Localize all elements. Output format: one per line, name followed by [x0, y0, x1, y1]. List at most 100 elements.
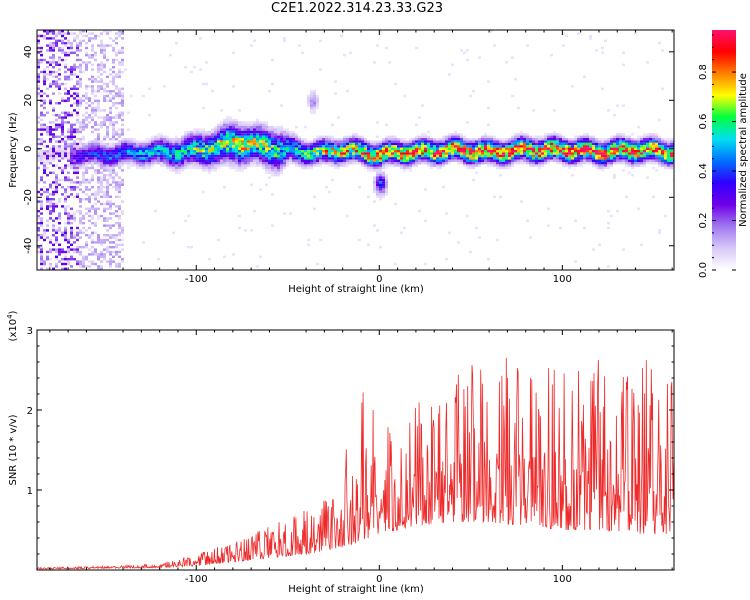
- spectrogram-cell: [121, 210, 124, 213]
- spectrogram-cell: [256, 154, 259, 158]
- spectrogram-cell: [472, 147, 475, 150]
- spectrogram-cell: [190, 159, 193, 162]
- spectrogram-cell: [100, 147, 103, 150]
- spectrogram-cell: [85, 171, 88, 174]
- spectrogram-cell: [178, 152, 181, 155]
- spectrogram-cell: [97, 253, 100, 256]
- spectrogram-cell: [283, 128, 286, 131]
- spectrogram-cell: [418, 162, 421, 165]
- spectrogram-cell: [253, 152, 256, 155]
- spectrogram-cell: [109, 106, 112, 110]
- spectrogram-cell: [313, 97, 316, 100]
- spectrogram-cell: [172, 138, 175, 141]
- spectrogram-cell: [385, 183, 388, 186]
- spectrogram-cell: [73, 85, 76, 88]
- spectrogram-cell: [106, 188, 109, 191]
- spectrogram-cell: [88, 39, 91, 42]
- spectrogram-cell: [496, 142, 499, 146]
- spectrogram-cell: [388, 157, 391, 160]
- spectrogram-cell: [388, 142, 391, 146]
- spectrogram-cell: [109, 236, 112, 239]
- spectrogram-cell: [46, 250, 49, 254]
- spectrogram-cell: [205, 157, 208, 160]
- spectrogram-cell: [73, 63, 76, 66]
- spectrogram-cell: [241, 169, 244, 172]
- spectrogram-cell: [145, 138, 148, 141]
- spectrogram-cell: [40, 205, 43, 208]
- spectrogram-cell: [484, 140, 487, 143]
- spectrogram-cell: [583, 152, 586, 155]
- spectrogram-cell: [178, 145, 181, 148]
- spectrogram-cell: [445, 212, 448, 215]
- spectrogram-cell: [592, 157, 595, 160]
- spectrogram-cell: [268, 157, 271, 160]
- spectrogram-cell: [256, 162, 259, 165]
- spectrogram-cell: [121, 147, 124, 150]
- spectrogram-cell: [547, 207, 550, 210]
- spectrogram-cell: [412, 138, 415, 141]
- spectrogram-cell: [559, 147, 562, 150]
- spectrogram-cell: [88, 253, 91, 256]
- spectrogram-cell: [415, 145, 418, 148]
- spectrogram-cell: [523, 154, 526, 158]
- spectrogram-cell: [376, 147, 379, 150]
- spectrogram-cell: [58, 73, 61, 76]
- spectrogram-cell: [562, 140, 565, 143]
- spectrogram-cell: [325, 147, 328, 150]
- spectrogram-cell: [232, 133, 235, 136]
- spectrogram-cell: [52, 58, 55, 62]
- spectrogram-cell: [250, 157, 253, 160]
- spectrogram-cell: [457, 154, 460, 158]
- spectrogram-cell: [268, 138, 271, 141]
- spectrogram-cell: [499, 140, 502, 143]
- spectrogram-cell: [604, 138, 607, 141]
- spectrogram-cell: [43, 154, 46, 158]
- spectrogram-cell: [82, 128, 85, 131]
- spectrogram-cell: [97, 267, 100, 270]
- spectrogram-cell: [232, 142, 235, 146]
- spectrogram-cell: [187, 142, 190, 146]
- spectrogram-cell: [181, 145, 184, 148]
- spectrogram-cell: [658, 140, 661, 143]
- spectrogram-cell: [232, 157, 235, 160]
- spectrogram-cell: [43, 128, 46, 131]
- spectrogram-cell: [214, 152, 217, 155]
- spectrogram-cell: [511, 138, 514, 141]
- spectrogram-cell: [115, 236, 118, 239]
- spectrogram-cell: [61, 145, 64, 148]
- spectrogram-cell: [532, 109, 535, 112]
- spectrogram-cell: [94, 207, 97, 210]
- spectrogram-cell: [478, 164, 481, 167]
- spectrogram-cell: [256, 133, 259, 136]
- colorbar-tick-label: 0.0: [698, 262, 709, 278]
- spectrogram-cell: [118, 102, 121, 105]
- spectrogram-cell: [250, 130, 253, 134]
- spectrogram-cell: [598, 145, 601, 148]
- spectrogram-cell: [58, 49, 61, 52]
- spectrogram-cell: [91, 32, 94, 35]
- spectrogram-cell: [586, 147, 589, 150]
- spectrogram-cell: [577, 145, 580, 148]
- spectrogram-cell: [271, 224, 274, 227]
- spectrogram-cell: [424, 147, 427, 150]
- spectrogram-cell: [439, 162, 442, 165]
- spectrogram-cell: [79, 265, 82, 268]
- spectrogram-cell: [91, 250, 94, 254]
- spectrogram-cell: [349, 51, 352, 54]
- spectrogram-cell: [472, 152, 475, 155]
- spectrogram-cell: [412, 147, 415, 150]
- spectrogram-cell: [112, 241, 115, 244]
- spectrogram-cell: [565, 159, 568, 162]
- spectrogram-cell: [334, 80, 337, 83]
- spectrogram-cell: [481, 147, 484, 150]
- spectrogram-cell: [307, 102, 310, 105]
- spectrogram-cell: [58, 198, 61, 201]
- spectrogram-cell: [43, 238, 46, 242]
- spectrogram-cell: [409, 157, 412, 160]
- spectrogram-cell: [502, 140, 505, 143]
- spectrogram-cell: [178, 166, 181, 170]
- colorbar-ticks: 0.00.20.40.60.8: [698, 34, 736, 278]
- spectrogram-cell: [253, 162, 256, 165]
- spectrogram-cell: [121, 128, 124, 131]
- spectrogram-cell: [559, 135, 562, 138]
